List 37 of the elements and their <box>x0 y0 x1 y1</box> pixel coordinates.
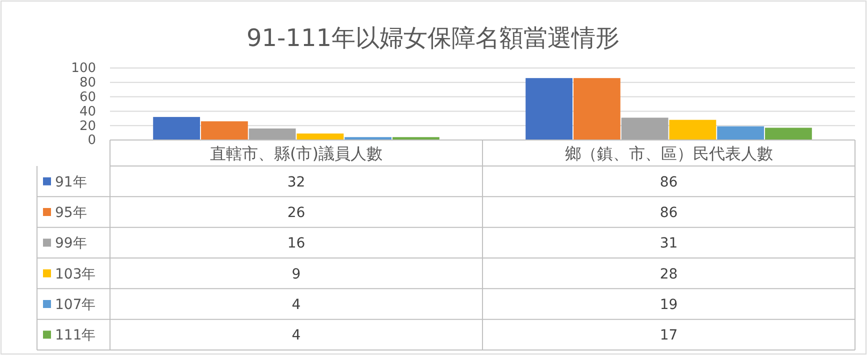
legend-label: 99年 <box>55 236 87 252</box>
legend-label: 95年 <box>55 205 87 221</box>
y-tick-label: 20 <box>79 118 96 134</box>
bar <box>573 78 620 140</box>
data-label: 4 <box>292 297 301 313</box>
y-tick-label: 0 <box>88 133 96 148</box>
chart-title: 91-111年以婦女保障名額當選情形 <box>246 24 620 52</box>
data-label: 4 <box>292 328 301 344</box>
data-label: 31 <box>660 236 678 252</box>
x-tick-label: 鄉（鎮、市、區）民代表人數 <box>564 144 773 163</box>
x-tick-label: 直轄市、縣(市)議員人數 <box>210 144 382 163</box>
bar <box>153 116 200 140</box>
legend-label: 103年 <box>55 266 96 282</box>
y-tick-label: 80 <box>79 76 96 91</box>
bar <box>669 120 716 140</box>
data-label: 86 <box>660 174 678 190</box>
data-label: 32 <box>287 174 306 190</box>
data-label: 9 <box>292 266 301 282</box>
data-label: 19 <box>660 297 678 313</box>
data-label: 28 <box>660 266 678 282</box>
legend-label: 91年 <box>55 174 87 190</box>
data-label: 26 <box>287 205 306 221</box>
legend-label: 107年 <box>55 297 96 313</box>
bar <box>200 121 248 140</box>
y-tick-label: 60 <box>79 90 96 105</box>
data-label: 86 <box>660 205 678 221</box>
data-label: 16 <box>287 236 306 252</box>
data-label: 17 <box>660 328 678 344</box>
legend-label: 111年 <box>55 328 96 344</box>
y-tick-label: 40 <box>79 104 96 120</box>
y-tick-label: 100 <box>71 61 96 76</box>
bar <box>526 78 573 140</box>
bar <box>764 128 812 140</box>
bar <box>248 128 296 140</box>
bar <box>717 126 764 140</box>
bar <box>621 118 668 140</box>
bar <box>296 134 344 140</box>
